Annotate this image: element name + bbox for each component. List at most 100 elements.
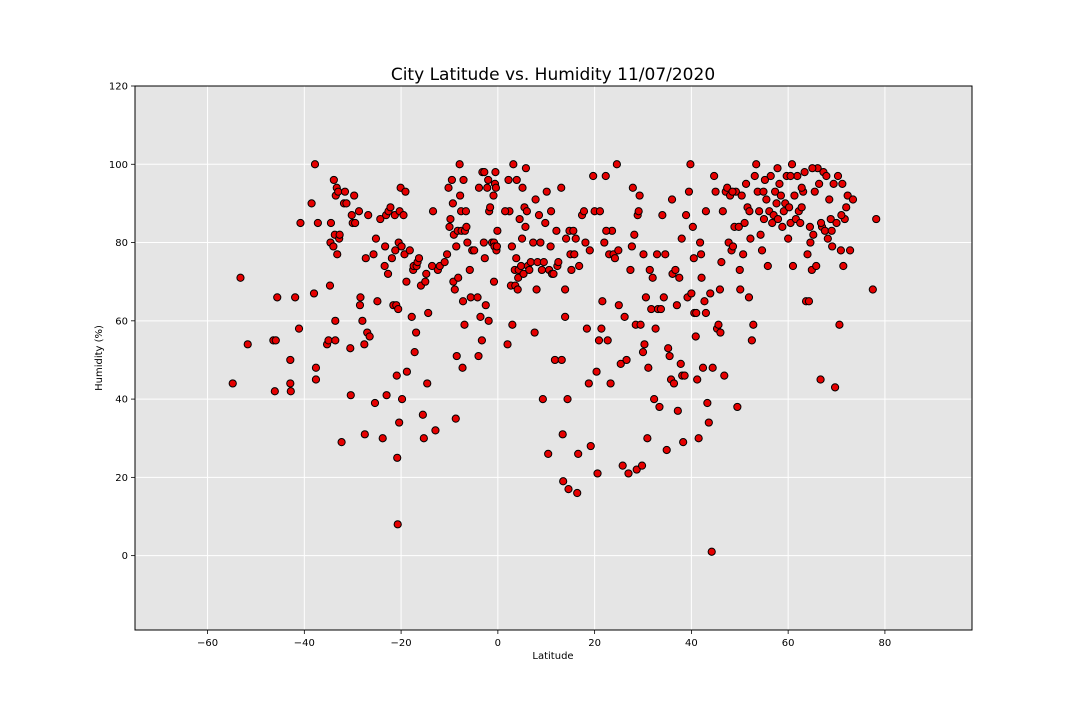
x-axis-label: Latitude	[532, 651, 573, 662]
data-point	[723, 183, 732, 192]
data-point	[651, 324, 660, 333]
data-point	[718, 207, 727, 216]
plot-frame	[134, 85, 973, 631]
data-point	[672, 301, 681, 310]
data-point	[397, 242, 406, 251]
data-point	[291, 293, 300, 302]
data-point	[414, 254, 424, 263]
data-point	[639, 250, 648, 259]
y-axis-label: Humidity (%)	[94, 325, 105, 391]
data-point	[530, 328, 539, 337]
data-point	[823, 234, 832, 243]
data-point	[673, 406, 682, 415]
data-point	[470, 246, 479, 255]
data-point	[675, 273, 684, 282]
data-point	[717, 258, 726, 267]
data-point	[839, 261, 848, 271]
data-point	[313, 218, 322, 228]
data-point	[421, 277, 430, 286]
data-point	[618, 461, 627, 470]
data-point	[634, 207, 643, 216]
data-point	[716, 328, 725, 337]
data-point	[325, 281, 335, 290]
data-point	[360, 340, 369, 349]
data-point	[689, 254, 698, 263]
data-point	[804, 297, 814, 306]
data-point	[735, 265, 744, 275]
data-point	[382, 391, 391, 400]
data-point	[647, 304, 656, 314]
data-point	[728, 242, 738, 251]
data-point	[810, 187, 819, 196]
data-point	[779, 207, 788, 216]
data-point	[830, 383, 840, 392]
data-point	[711, 187, 720, 196]
data-point	[369, 250, 378, 259]
data-point	[512, 254, 521, 263]
data-point	[659, 293, 668, 302]
data-point	[835, 320, 844, 329]
data-point	[740, 218, 749, 228]
data-point	[808, 164, 817, 173]
data-point	[661, 250, 670, 259]
data-point	[624, 469, 633, 478]
data-point	[513, 285, 522, 294]
data-point	[632, 465, 641, 474]
data-point	[773, 164, 782, 173]
data-point	[843, 191, 852, 200]
data-point	[554, 258, 563, 267]
data-point	[797, 203, 806, 212]
data-point	[484, 316, 493, 325]
data-point	[271, 336, 280, 345]
data-point	[796, 218, 805, 228]
data-point	[532, 285, 541, 294]
data-point	[603, 336, 612, 345]
data-point	[542, 187, 551, 196]
data-point	[746, 234, 755, 243]
data-point	[518, 183, 527, 192]
data-point	[364, 211, 373, 220]
data-point	[549, 269, 558, 278]
data-point	[561, 285, 570, 294]
data-point	[541, 218, 550, 228]
data-point	[692, 308, 701, 318]
data-point	[837, 211, 846, 220]
data-point	[768, 218, 777, 228]
data-point	[582, 324, 591, 333]
data-point	[446, 214, 455, 224]
data-point	[431, 426, 440, 435]
data-point	[507, 242, 516, 251]
data-point	[486, 203, 495, 212]
data-point	[534, 211, 544, 220]
data-point	[826, 214, 835, 224]
data-point	[695, 238, 705, 247]
data-point	[756, 230, 765, 239]
data-point	[687, 289, 696, 298]
data-point	[402, 277, 411, 286]
data-point	[378, 434, 387, 443]
data-point	[340, 187, 350, 196]
data-point	[700, 297, 709, 306]
data-point	[636, 320, 645, 329]
data-point	[785, 203, 794, 212]
data-point	[812, 261, 821, 271]
data-point	[531, 195, 540, 204]
data-point	[741, 179, 751, 188]
data-point	[544, 449, 553, 458]
data-point	[286, 355, 295, 365]
data-point	[684, 187, 694, 196]
chart-title: City Latitude vs. Humidity 11/07/2020	[391, 65, 715, 85]
data-point	[458, 363, 467, 372]
data-point	[697, 273, 706, 282]
data-point	[465, 265, 474, 275]
data-point	[592, 367, 601, 376]
data-point	[557, 355, 566, 365]
data-point	[788, 261, 798, 271]
data-point	[356, 293, 365, 302]
data-point	[491, 183, 501, 192]
data-point	[838, 179, 847, 188]
data-point	[640, 340, 649, 349]
data-point	[872, 214, 881, 224]
data-point	[597, 324, 606, 333]
data-point	[516, 261, 526, 271]
